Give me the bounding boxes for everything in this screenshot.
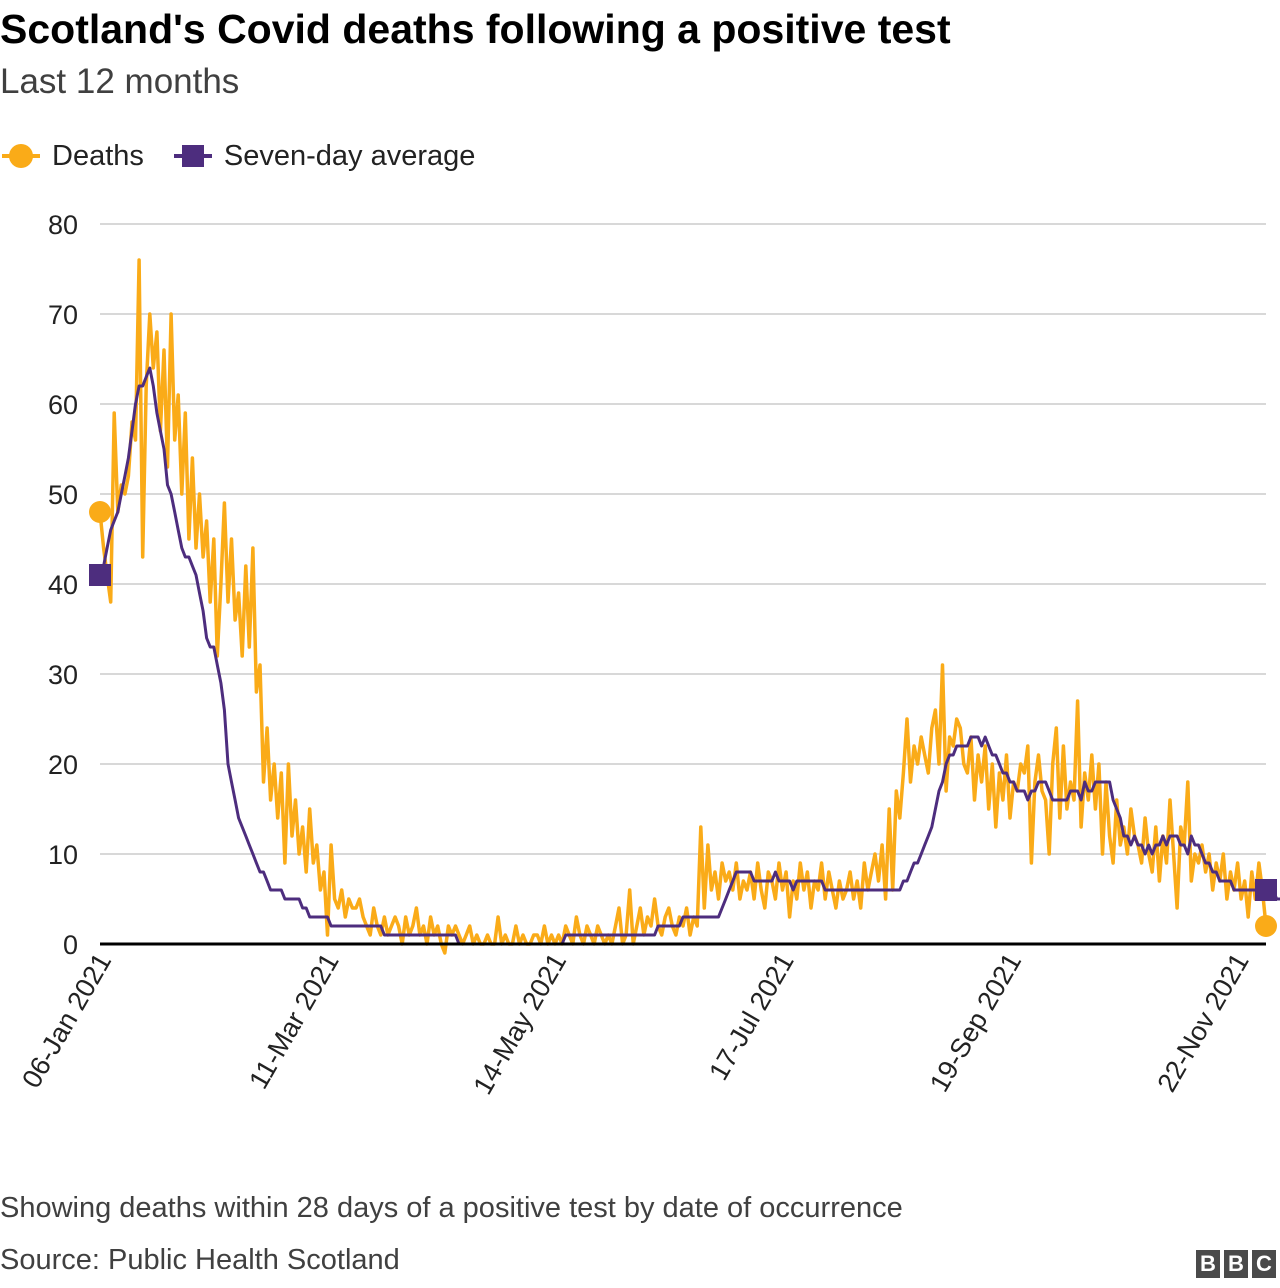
chart-title: Scotland's Covid deaths following a posi…	[0, 6, 951, 52]
y-tick-label-60: 60	[48, 390, 78, 420]
gridlines	[100, 223, 1266, 855]
legend-label-seven-day-average: Seven-day average	[223, 139, 476, 172]
logo-letter: B	[1224, 1250, 1248, 1278]
series-lines	[98, 258, 1280, 955]
x-tick-label-0: 06-Jan 2021	[16, 948, 117, 1093]
chart-footnote: Showing deaths within 28 days of a posit…	[0, 1192, 903, 1224]
x-axis-tick-labels: 06-Jan 2021 11-Mar 2021 14-May 2021 17-Jul …	[16, 948, 1255, 1099]
legend-average-square-icon	[172, 139, 214, 173]
legend-deaths-circle-icon	[0, 139, 42, 173]
y-tick-label-70: 70	[48, 300, 78, 330]
bbc-logo: B B C	[1192, 1250, 1276, 1278]
chart-source: Source: Public Health Scotland	[0, 1244, 400, 1276]
logo-letter: B	[1196, 1250, 1220, 1278]
y-tick-label-40: 40	[48, 570, 78, 600]
y-tick-label-20: 20	[48, 750, 78, 780]
y-tick-label-10: 10	[48, 840, 78, 870]
y-tick-label-80: 80	[48, 210, 78, 240]
logo-letter: C	[1252, 1250, 1276, 1278]
series-end-markers	[89, 501, 1277, 937]
legend-item-seven-day-average: Seven-day average	[172, 139, 476, 173]
average-start-marker	[89, 564, 111, 586]
seven-day-average-line	[98, 366, 1280, 946]
x-tick-label-5: 22-Nov 2021	[1151, 948, 1254, 1097]
x-tick-label-2: 14-May 2021	[467, 948, 572, 1099]
deaths-line	[98, 258, 1268, 955]
y-tick-label-0: 0	[63, 930, 78, 960]
y-tick-label-30: 30	[48, 660, 78, 690]
x-tick-label-1: 11-Mar 2021	[243, 948, 345, 1094]
chart-legend: Deaths Seven-day average	[0, 136, 503, 176]
y-tick-label-50: 50	[48, 480, 78, 510]
average-end-marker	[1255, 879, 1277, 901]
x-tick-label-3: 17-Jul 2021	[703, 948, 800, 1085]
x-tick-label-4: 19-Sep 2021	[924, 948, 1027, 1097]
y-axis-tick-labels: 0 10 20 30 40 50 60 70 80	[48, 210, 78, 960]
legend-label-deaths: Deaths	[52, 139, 144, 172]
deaths-end-marker	[1255, 915, 1277, 937]
legend-item-deaths: Deaths	[0, 139, 144, 173]
deaths-start-marker	[89, 501, 111, 523]
chart-subtitle: Last 12 months	[0, 62, 240, 101]
line-chart: 0 10 20 30 40 50 60 70 80 06-Jan 2021 11-Mar 2021…	[16, 210, 1280, 1099]
